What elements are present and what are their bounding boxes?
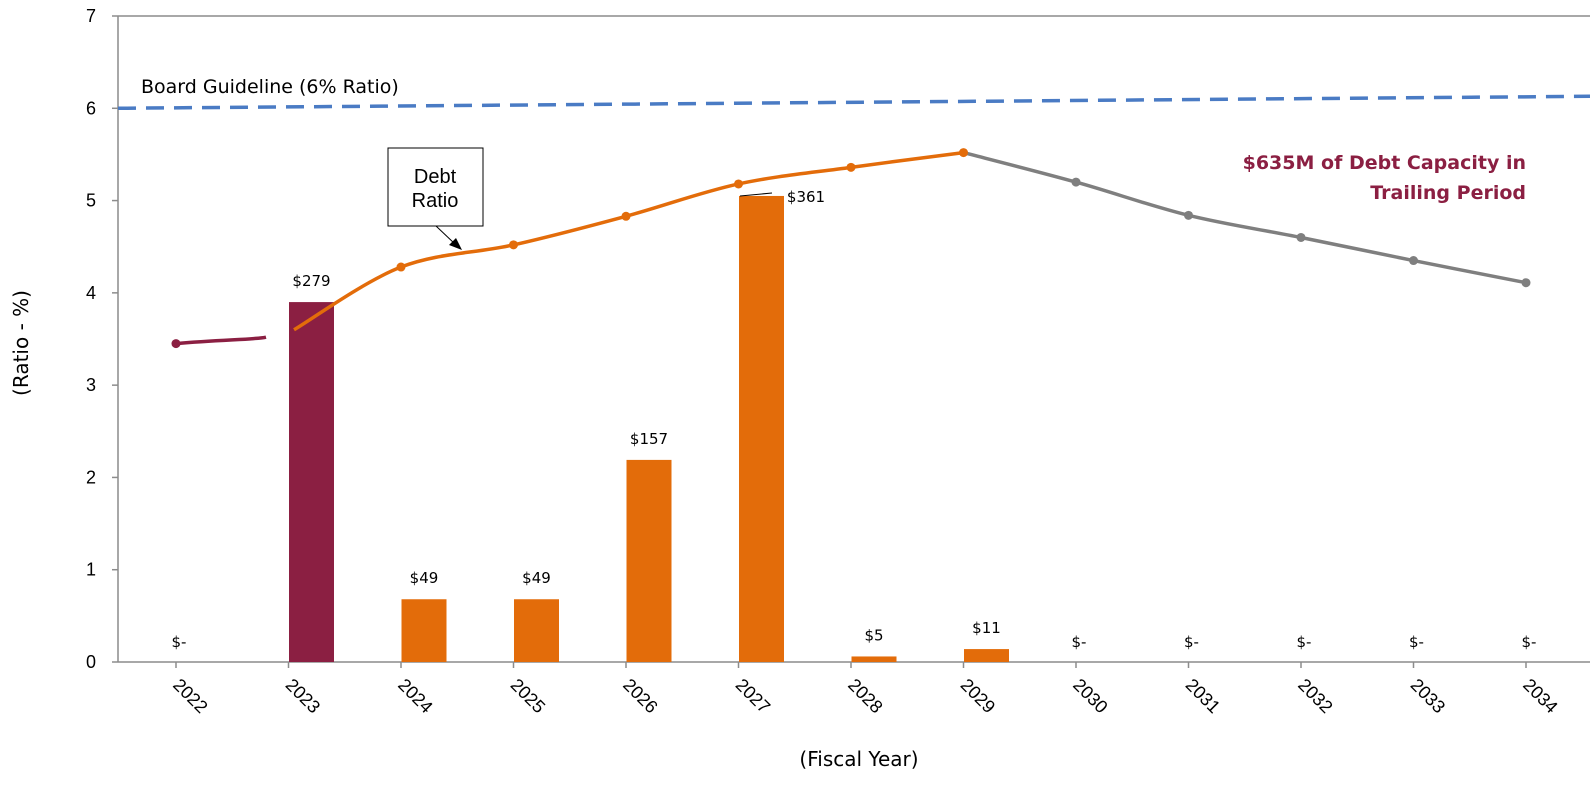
callout-line-2: Ratio: [412, 190, 459, 212]
debt-ratio-point: [1184, 210, 1193, 220]
bar: [626, 459, 672, 662]
bar-value-label: $5: [864, 626, 883, 644]
debt-ratio-point: [1409, 256, 1418, 266]
bar: [401, 599, 447, 662]
y-tick-label: 1: [86, 560, 96, 580]
bar: [739, 195, 784, 662]
y-tick-label: 7: [86, 6, 96, 26]
callout-arrow-line: [435, 225, 456, 245]
bar-value-label: $49: [410, 569, 439, 587]
label-leader-2027: [739, 192, 773, 197]
x-tick-label: 2032: [1294, 675, 1336, 717]
debt-ratio-line-actual: [175, 335, 267, 346]
bar-value-label: $-: [1072, 633, 1087, 651]
debt-ratio-point: [396, 262, 406, 272]
x-tick-label: 2033: [1407, 675, 1449, 717]
board-guideline-line: [117, 94, 1590, 111]
debt-ratio-point: [171, 339, 181, 349]
debt-ratio-point: [621, 211, 631, 221]
x-tick-label: 2029: [957, 675, 999, 717]
bar-value-label: $-: [1522, 633, 1537, 651]
bars: [289, 195, 1009, 662]
debt-ratio-point: [509, 240, 518, 250]
bar-value-labels: $- $279 $49 $49 $157 $361 $5 $11 $- $- $- $- $-: [172, 188, 1537, 651]
x-tick-label: 2024: [394, 675, 436, 717]
bar-value-label: $361: [787, 188, 825, 206]
bar: [514, 599, 559, 662]
debt-capacity-note-line-1: $635M of Debt Capacity in: [1243, 152, 1526, 174]
x-tick-label: 2028: [844, 675, 886, 717]
x-tick-label: 2023: [282, 675, 324, 717]
callout-arrowhead: [449, 238, 462, 250]
x-tick-label: 2022: [169, 675, 211, 717]
bar-value-label: $-: [1184, 633, 1199, 651]
debt-ratio-point: [1071, 177, 1081, 187]
bar-value-label: $49: [522, 569, 551, 587]
debt-ratio-line-trailing: [963, 150, 1527, 285]
y-axis-title: (Ratio - %): [9, 290, 33, 396]
y-tick-labels: 0 1 2 3 4 5 6 7: [86, 6, 118, 672]
x-tick-label: 2025: [507, 675, 549, 717]
bar-value-label: $-: [1297, 633, 1312, 651]
debt-ratio-callout-box: [387, 147, 484, 227]
debt-ratio-point: [1521, 278, 1531, 288]
y-tick-label: 4: [86, 283, 96, 303]
board-guideline-label: Board Guideline (6% Ratio): [141, 76, 399, 98]
bar-value-label: $279: [292, 272, 330, 290]
debt-capacity-note-line-2: Trailing Period: [1370, 182, 1526, 204]
debt-ratio-point: [1296, 232, 1306, 242]
y-tick-label: 5: [86, 191, 96, 211]
bar: [964, 649, 1009, 662]
x-axis-title: (Fiscal Year): [799, 747, 918, 771]
debt-ratio-point: [846, 162, 856, 172]
bar-value-label: $-: [1409, 633, 1424, 651]
bar: [851, 656, 897, 662]
x-tick-label: 2026: [619, 675, 661, 717]
bar-value-label: $157: [630, 430, 668, 448]
y-tick-label: 6: [86, 98, 96, 118]
y-tick-label: 0: [86, 652, 96, 672]
callout-line-1: Debt: [414, 166, 457, 188]
debt-ratio-point: [734, 179, 743, 189]
x-tick-labels: 2022 2023 2024 2025 2026 2027 2028 2029 2030 2031…: [169, 662, 1562, 717]
bar-value-label: $11: [972, 619, 1001, 637]
y-tick-label: 2: [86, 467, 96, 487]
x-tick-label: 2034: [1519, 675, 1561, 717]
debt-ratio-series: [175, 150, 1527, 346]
debt-ratio-point: [959, 148, 968, 158]
x-tick-label: 2031: [1182, 675, 1224, 717]
x-tick-label: 2027: [732, 675, 774, 717]
x-tick-label: 2030: [1069, 675, 1111, 717]
y-tick-label: 3: [86, 375, 96, 395]
bar: [289, 302, 334, 662]
debt-ratio-points: [171, 148, 1531, 349]
bar-value-label: $-: [172, 633, 187, 651]
